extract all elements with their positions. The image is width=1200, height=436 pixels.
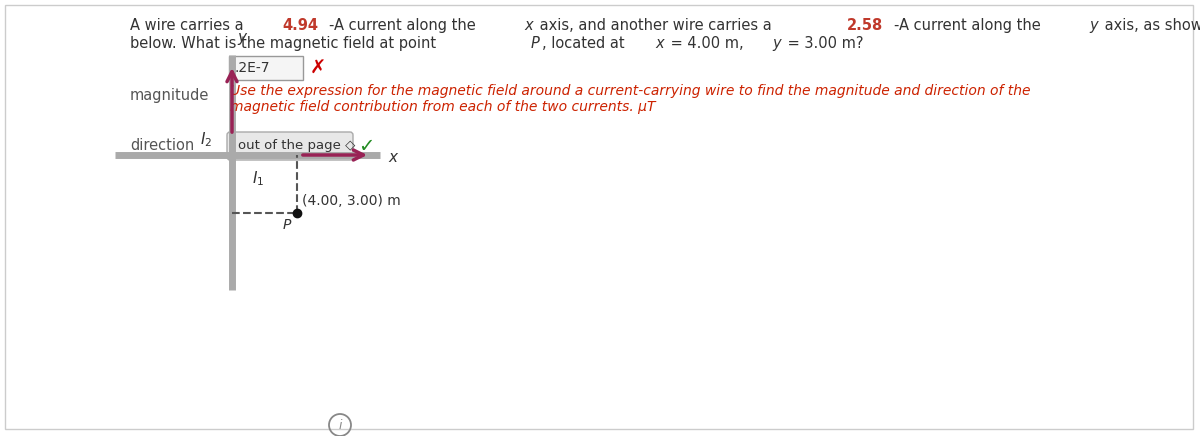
Text: axis, and another wire carries a: axis, and another wire carries a xyxy=(535,18,776,33)
Text: axis, as shown in the figure: axis, as shown in the figure xyxy=(1100,18,1200,33)
Text: below. What is the magnetic field at point: below. What is the magnetic field at poi… xyxy=(130,36,440,51)
FancyBboxPatch shape xyxy=(227,132,353,160)
Text: ✗: ✗ xyxy=(310,58,326,78)
Text: 2.58: 2.58 xyxy=(847,18,883,33)
Text: , located at: , located at xyxy=(542,36,630,51)
Text: out of the page ◇: out of the page ◇ xyxy=(238,139,355,152)
Text: y: y xyxy=(773,36,781,51)
Text: -A current along the: -A current along the xyxy=(329,18,480,33)
Text: Use the expression for the magnetic field around a current-carrying wire to find: Use the expression for the magnetic fiel… xyxy=(230,84,1031,98)
Text: direction: direction xyxy=(130,138,194,153)
Text: i: i xyxy=(338,419,342,432)
Text: $I_2$: $I_2$ xyxy=(200,131,212,150)
FancyBboxPatch shape xyxy=(5,5,1193,429)
Text: .2E-7: .2E-7 xyxy=(235,61,270,75)
Text: $I_1$: $I_1$ xyxy=(252,169,264,188)
Text: A wire carries a: A wire carries a xyxy=(130,18,248,33)
Text: (4.00, 3.00) m: (4.00, 3.00) m xyxy=(302,194,401,208)
Text: = 3.00 m?: = 3.00 m? xyxy=(784,36,864,51)
Text: x: x xyxy=(655,36,664,51)
Text: x: x xyxy=(388,150,397,164)
Text: P: P xyxy=(530,36,540,51)
Text: y: y xyxy=(238,30,246,45)
Text: ✓: ✓ xyxy=(358,136,374,156)
Text: 4.94: 4.94 xyxy=(282,18,318,33)
Text: x: x xyxy=(524,18,533,33)
Text: = 4.00 m,: = 4.00 m, xyxy=(666,36,749,51)
Text: magnetic field contribution from each of the two currents. μT: magnetic field contribution from each of… xyxy=(230,100,655,114)
FancyBboxPatch shape xyxy=(229,56,302,80)
Text: y: y xyxy=(1090,18,1098,33)
Text: P: P xyxy=(283,218,292,232)
Text: magnitude: magnitude xyxy=(130,88,209,103)
Text: -A current along the: -A current along the xyxy=(894,18,1045,33)
